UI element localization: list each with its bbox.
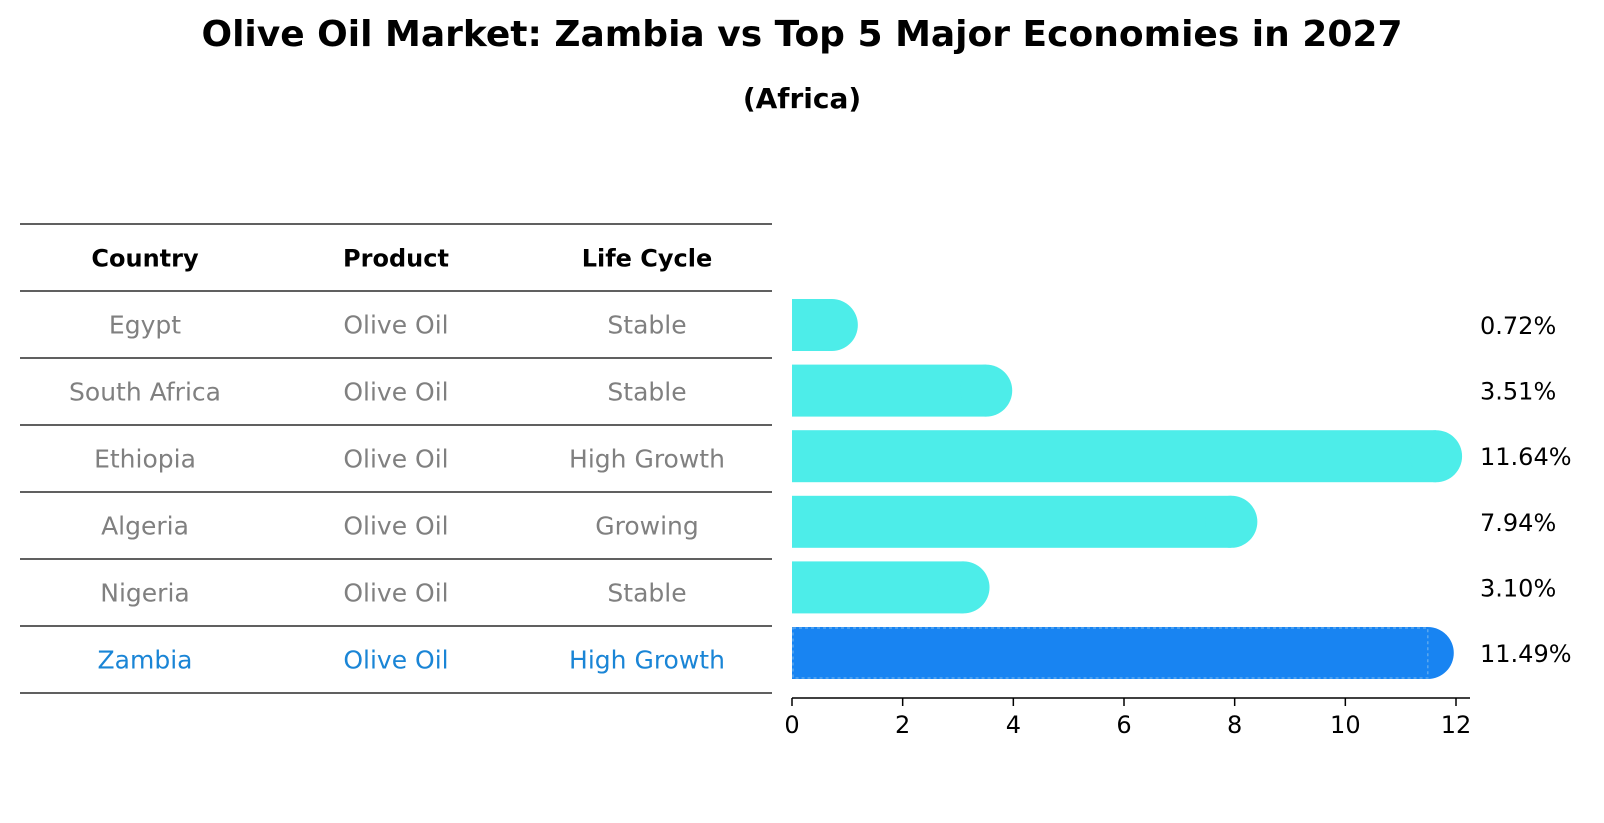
bar-body — [792, 627, 1428, 679]
bar-body — [792, 495, 1232, 548]
table-cell: Olive Oil — [343, 579, 448, 608]
chart-title: Olive Oil Market: Zambia vs Top 5 Major … — [201, 14, 1403, 55]
table-cell: Olive Oil — [343, 311, 448, 340]
bar-value-label: 3.51% — [1480, 378, 1556, 406]
bar-cap — [960, 364, 1013, 417]
table-cell: High Growth — [569, 445, 725, 474]
bar-highlight-outline — [792, 627, 1429, 679]
bar-value-label: 11.49% — [1480, 640, 1572, 668]
bar-cap — [937, 561, 990, 614]
table-cell: Olive Oil — [343, 378, 448, 407]
x-tick-label: 2 — [895, 711, 910, 739]
bar — [792, 299, 858, 351]
bar-body — [792, 430, 1437, 483]
x-axis: 0 2 4 6 8 10 12 — [784, 697, 1472, 739]
table-cell: High Growth — [569, 646, 725, 675]
bar — [792, 561, 990, 614]
x-tick-label: 8 — [1227, 711, 1242, 739]
bar-body — [792, 561, 964, 614]
x-tick-label: 6 — [1116, 711, 1131, 739]
table-cell: Olive Oil — [343, 445, 448, 474]
table-cell: Egypt — [109, 311, 181, 340]
bar — [792, 364, 1013, 417]
bar — [792, 430, 1463, 483]
bar-series: 0.72% 3.51% 11.64% 7.94% 3.10% 11.49% — [792, 299, 1572, 679]
table-cell: Olive Oil — [343, 512, 448, 541]
bar-value-label: 3.10% — [1480, 574, 1556, 602]
table-cell: South Africa — [69, 378, 221, 407]
bar-cap — [1401, 627, 1454, 679]
table-header-cell: Country — [91, 245, 199, 273]
table-cell: Algeria — [101, 512, 189, 541]
chart-subtitle: (Africa) — [742, 82, 862, 115]
table-cell: Stable — [607, 311, 686, 340]
data-table: Country Product Life Cycle Egypt Olive Oil St… — [20, 223, 772, 694]
bar-cap — [805, 299, 858, 351]
table-cell: Growing — [595, 512, 699, 541]
bar-value-label: 11.64% — [1480, 443, 1572, 471]
bar — [792, 495, 1258, 548]
x-tick-label: 4 — [1006, 711, 1021, 739]
bar-body — [792, 364, 987, 417]
bar-value-label: 0.72% — [1480, 312, 1556, 340]
bar — [792, 627, 1454, 679]
x-tick-label: 10 — [1330, 711, 1361, 739]
bar-cap — [1410, 430, 1463, 483]
table-cell: Stable — [607, 378, 686, 407]
x-tick-label: 12 — [1441, 711, 1472, 739]
table-cell: Nigeria — [100, 579, 189, 608]
table-header-cell: Product — [343, 245, 449, 273]
bar-value-label: 7.94% — [1480, 509, 1556, 537]
bar-cap — [1205, 495, 1258, 548]
table-cell: Zambia — [98, 646, 193, 675]
table-cell: Olive Oil — [343, 646, 448, 675]
x-tick-label: 0 — [784, 711, 799, 739]
table-header-cell: Life Cycle — [582, 245, 713, 273]
table-cell: Ethiopia — [94, 445, 196, 474]
table-cell: Stable — [607, 579, 686, 608]
